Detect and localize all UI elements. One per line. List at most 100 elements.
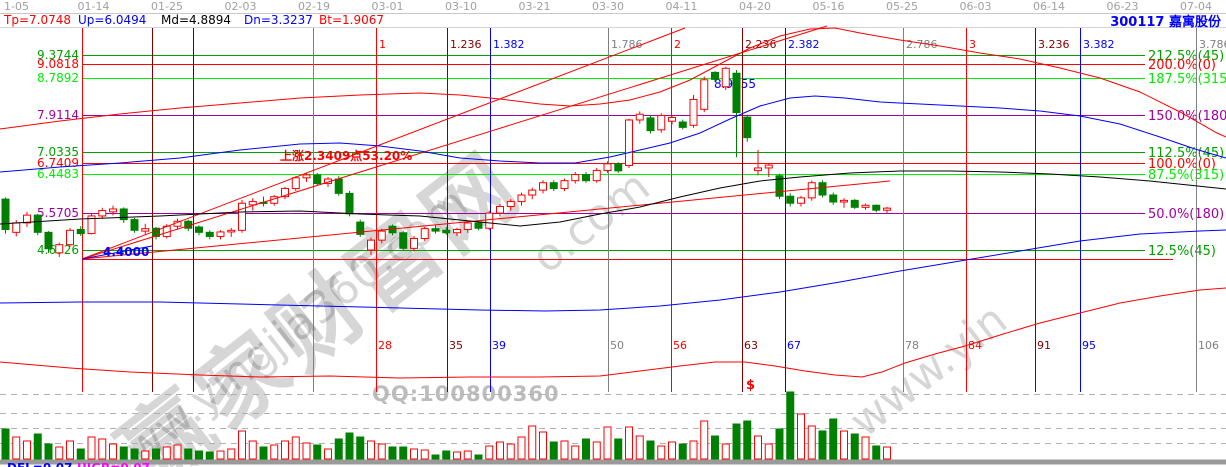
volume-bar (12, 436, 21, 460)
volume-bar (23, 440, 31, 460)
volume-bar (592, 441, 601, 460)
candle-body (592, 169, 601, 182)
gann-daycount-label: 35 (449, 339, 463, 352)
volume-bar (872, 445, 881, 460)
gann-daycount-label: 39 (492, 339, 506, 352)
candle-body (614, 163, 623, 172)
gann-daycount-label: 56 (673, 339, 687, 352)
candle-body (549, 182, 558, 189)
price-level-label: 7.9114 (37, 108, 79, 122)
volume-bar (603, 426, 612, 460)
indicator-legend-item: Md=4.8894 (161, 13, 231, 27)
candle-body (281, 187, 289, 198)
candle-body (98, 210, 107, 217)
volume-bar (635, 435, 644, 460)
candle-body (496, 206, 504, 214)
dn-band-line (0, 229, 1226, 312)
price-level-label: 9.0818 (37, 57, 79, 71)
candle-body (345, 192, 354, 215)
candle-body (442, 229, 451, 234)
indicator-legend-item: Up=6.0494 (78, 13, 146, 27)
candle-body (721, 67, 730, 88)
indicator-legend-item: Dn=3.3237 (244, 13, 313, 27)
fib-percent-label: 12.5%(45) (1148, 244, 1216, 259)
volume-bar (1, 428, 10, 460)
candle-body (109, 208, 117, 213)
price-level-label: 7.0335 (37, 145, 79, 159)
candle-body (571, 174, 580, 182)
candle-body (840, 199, 848, 203)
volume-bar (764, 443, 773, 460)
date-label: 03-30 (592, 0, 624, 13)
candle-body (33, 214, 42, 233)
gann-ratio-label: 3.786 (1199, 38, 1226, 51)
candle-body (485, 212, 494, 229)
candle-body (625, 119, 633, 166)
candle-body (420, 228, 429, 239)
volume-bar (732, 423, 741, 460)
candle-body (356, 221, 365, 235)
volume-bar (539, 431, 547, 460)
volume-bar (528, 425, 537, 460)
volume-bar (646, 440, 655, 460)
date-label: 1-05 (4, 0, 29, 13)
volume-bar (162, 446, 171, 460)
candle-body (883, 207, 891, 211)
candle-body (732, 72, 741, 114)
volume-bar (141, 450, 150, 460)
candle-body (195, 226, 203, 233)
volume-bar (76, 448, 85, 460)
volume-bar (259, 446, 268, 460)
volume-bar (754, 435, 762, 460)
gann-fan-ray (81, 180, 891, 260)
volume-bar (55, 446, 64, 460)
gann-ratio-label: 2 (674, 38, 681, 51)
candle-body (764, 164, 773, 169)
volume-bar (324, 448, 332, 460)
date-label: 06-14 (1033, 0, 1065, 13)
volume-bar (463, 450, 472, 460)
volume-bar (345, 432, 354, 460)
volume-bar (506, 443, 515, 460)
candle-body (216, 231, 225, 237)
candle-body (582, 174, 590, 182)
candle-body (528, 189, 537, 196)
volume-bar (582, 438, 590, 460)
volume-bar (775, 428, 784, 460)
fib-percent-label: 87.5%(315) (1148, 168, 1224, 183)
date-label: 06-23 (1107, 0, 1139, 13)
candle-body (12, 222, 21, 233)
candle-body (377, 230, 386, 241)
candle-body (850, 199, 859, 208)
gann-ratio-label: 1.786 (611, 38, 643, 51)
indicator-legend-item: Bt=1.9067 (319, 13, 384, 27)
candle-body (517, 194, 526, 203)
gann-ratio-label: 2.236 (745, 38, 777, 51)
volume-bar (474, 454, 483, 460)
price-level-label: 8.7892 (37, 71, 79, 85)
volume-bar (442, 450, 451, 460)
candle-body (700, 79, 709, 110)
candle-body (367, 239, 375, 251)
date-label: 02-03 (225, 0, 257, 13)
candle-body (55, 244, 64, 254)
volume-bar (431, 454, 440, 460)
fib-percent-label: 112.5%(45) (1148, 146, 1224, 161)
candle-body (872, 204, 881, 211)
price-level-label: 9.3744 (37, 48, 79, 62)
volume-bar (410, 448, 418, 460)
volume-bar (861, 436, 870, 460)
candle-body (334, 178, 343, 194)
date-label: 05-25 (886, 0, 918, 13)
volume-bar (291, 436, 300, 460)
candle-body (119, 208, 128, 221)
candle-body (646, 117, 655, 132)
candle-body (775, 175, 784, 197)
candle-body (44, 231, 53, 250)
gann-daycount-label: 28 (378, 339, 392, 352)
gann-fan-ray (81, 25, 828, 260)
candle-body (302, 174, 311, 179)
candle-body (861, 204, 870, 208)
gann-ratio-label: 1 (379, 38, 386, 51)
